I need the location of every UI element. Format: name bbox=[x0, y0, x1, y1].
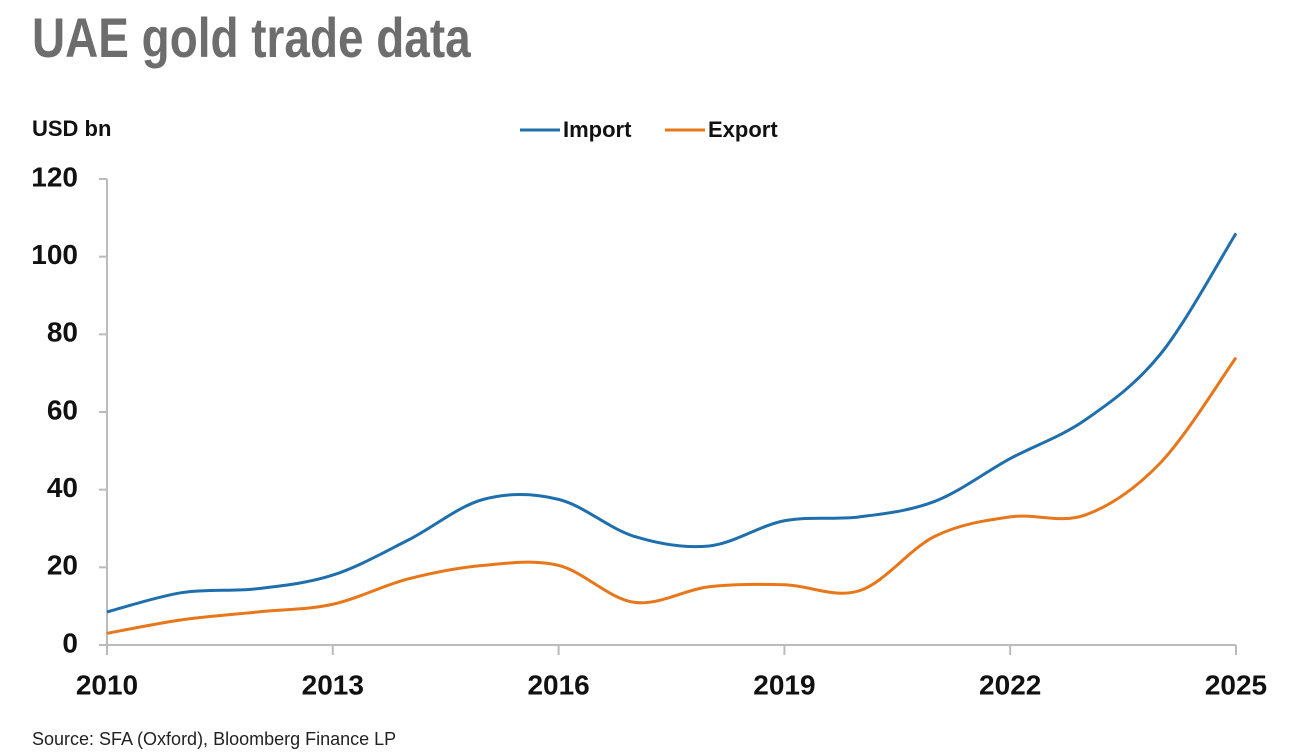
line-series bbox=[106, 356, 1238, 635]
y-axis-label: USD bn bbox=[32, 116, 111, 141]
y-tick-label: 80 bbox=[47, 317, 78, 348]
y-tick-label: 100 bbox=[31, 239, 78, 270]
chart-title: UAE gold trade data bbox=[32, 6, 471, 68]
line-series bbox=[106, 232, 1238, 614]
legend-label: Export bbox=[708, 117, 778, 142]
x-tick-label: 2010 bbox=[76, 669, 138, 700]
y-tick-label: 120 bbox=[31, 161, 78, 192]
x-tick-label: 2025 bbox=[1205, 669, 1267, 700]
x-tick-label: 2013 bbox=[302, 669, 364, 700]
x-tick-label: 2022 bbox=[979, 669, 1041, 700]
y-tick-label: 40 bbox=[47, 472, 78, 503]
x-tick-label: 2016 bbox=[527, 669, 589, 700]
y-tick-label: 0 bbox=[62, 627, 78, 658]
legend-label: Import bbox=[563, 117, 632, 142]
x-tick-label: 2019 bbox=[753, 669, 815, 700]
y-tick-label: 60 bbox=[47, 394, 78, 425]
y-tick-label: 20 bbox=[47, 550, 78, 581]
source: Source: SFA (Oxford), Bloomberg Finance … bbox=[32, 729, 396, 749]
